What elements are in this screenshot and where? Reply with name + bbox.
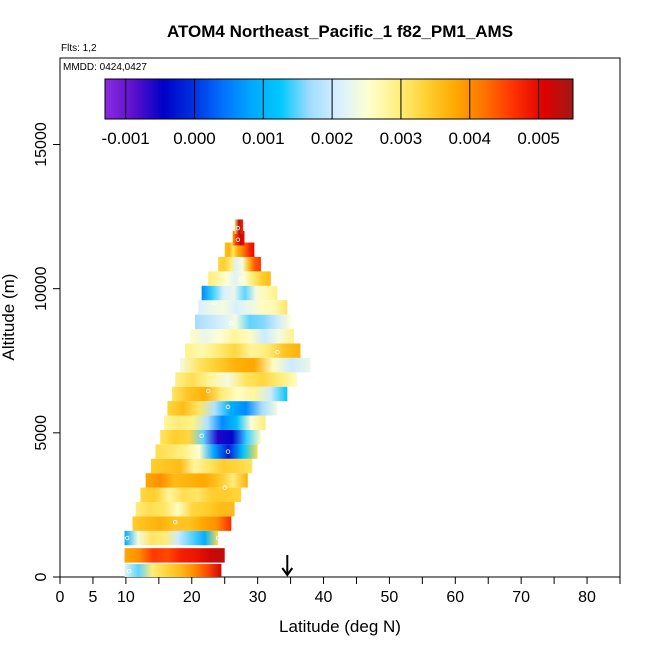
x-tick-label: 80 — [578, 589, 596, 606]
sample-point — [238, 276, 244, 281]
heatmap-layer — [190, 329, 294, 344]
y-tick-label: 0 — [33, 572, 50, 581]
colorbar-tick-label: -0.001 — [102, 129, 150, 148]
heatmap-layer — [135, 502, 235, 517]
x-tick-label: 70 — [512, 589, 530, 606]
heatmap-layer — [224, 242, 255, 257]
heatmap-layer — [175, 372, 298, 387]
sample-point — [199, 433, 204, 438]
sample-point — [215, 535, 221, 541]
colorbar-tick-label: 0.000 — [173, 129, 216, 148]
latitude-marker-arrow — [281, 555, 294, 577]
heatmap-layer — [164, 415, 266, 430]
x-tick-label: 20 — [183, 589, 201, 606]
colorbar: -0.001 0.000 0.001 0.002 0.003 0.004 0.005 — [102, 78, 574, 148]
x-tick-label: 60 — [446, 589, 464, 606]
sample-point — [225, 404, 231, 410]
y-tick-label: 15000 — [33, 122, 50, 167]
heatmap-layer — [140, 487, 242, 503]
heatmap-layer — [124, 564, 222, 577]
colorbar-tick-label: 0.001 — [242, 129, 285, 148]
sample-point — [229, 321, 234, 326]
heatmap-layer — [124, 548, 225, 563]
colorbar-ticks: -0.001 0.000 0.001 0.002 0.003 0.004 0.005 — [102, 79, 560, 148]
heatmap-layer — [179, 357, 311, 373]
colorbar-tick-label: 0.004 — [448, 129, 491, 148]
heatmap-layer — [145, 473, 248, 488]
y-tick-label: 10000 — [33, 266, 50, 311]
sample-point — [124, 535, 130, 541]
chart-title: ATOM4 Northeast_Pacific_1 f82_PM1_AMS — [167, 22, 513, 41]
colorbar-tick-label: 0.005 — [517, 129, 560, 148]
heatmap-layer — [160, 429, 261, 445]
colorbar-tick-label: 0.002 — [311, 129, 354, 148]
plot-frame — [59, 57, 621, 578]
y-tick-label: 5000 — [33, 415, 50, 451]
x-tick-label: 40 — [315, 589, 333, 606]
y-axis-label: Altitude (m) — [0, 274, 18, 361]
heatmap-layer — [195, 314, 291, 330]
x-axis: 0 5 10 20 30 40 50 60 70 80 — [56, 577, 621, 606]
x-tick-label: 30 — [249, 589, 267, 606]
sample-point — [222, 485, 227, 490]
heatmap-layer — [172, 386, 288, 402]
sample-point — [173, 520, 178, 525]
sample-point — [225, 449, 231, 454]
heatmap-layer — [185, 343, 301, 358]
heatmap-layer — [132, 516, 232, 531]
heatmap-layer — [218, 256, 261, 272]
flights-label: Flts: 1,2 — [61, 43, 97, 54]
sample-point — [235, 237, 241, 242]
x-tick-label: 0 — [56, 589, 65, 606]
heatmap-layer — [150, 458, 253, 474]
x-tick-label: 10 — [117, 589, 135, 606]
x-axis-label: Latitude (deg N) — [279, 617, 401, 636]
heatmap-layer — [201, 285, 278, 301]
sample-point — [126, 569, 132, 574]
heatmap-layer — [155, 444, 258, 459]
x-tick-label: 5 — [88, 589, 97, 606]
marker-head — [281, 567, 294, 577]
sample-point — [206, 388, 211, 394]
heatmap-layer — [198, 300, 288, 315]
colorbar-gradient — [104, 78, 574, 120]
x-tick-label: 50 — [381, 589, 399, 606]
sample-points — [124, 225, 280, 574]
heatmap-layer — [167, 401, 278, 416]
sample-point — [235, 225, 241, 231]
heatmap-layer — [124, 530, 219, 546]
heatmap-layers — [124, 219, 311, 577]
sample-point — [275, 349, 280, 355]
colorbar-tick-label: 0.003 — [380, 129, 423, 148]
y-axis: 0 5000 10000 15000 — [33, 122, 60, 581]
sample-point — [212, 300, 218, 306]
dates-label: MMDD: 0424,0427 — [63, 62, 147, 73]
